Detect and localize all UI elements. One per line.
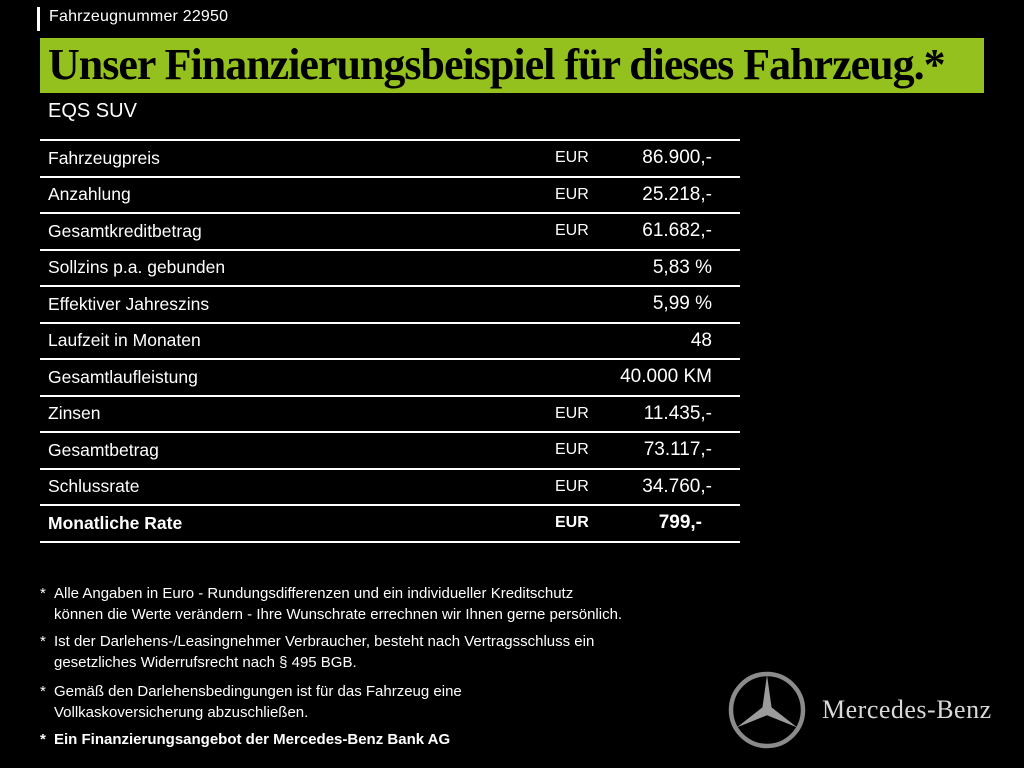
row-label: Fahrzeugpreis — [48, 147, 160, 168]
table-row: Fahrzeugpreis EUR 86.900,- — [40, 141, 740, 178]
table-row: Anzahlung EUR 25.218,- — [40, 178, 740, 214]
row-label: Monatliche Rate — [48, 512, 183, 533]
footnote: * Alle Angaben in Euro - Rundungsdiffere… — [40, 583, 730, 625]
brand-block: Mercedes-Benz — [726, 669, 992, 751]
row-currency: EUR — [555, 477, 589, 495]
vehicle-number: Fahrzeugnummer 22950 — [49, 8, 229, 25]
table-row: Laufzeit in Monaten 48 — [40, 324, 740, 360]
footnote-marker: * — [40, 633, 46, 650]
page-title: Unser Finanzierungsbeispiel für dieses F… — [48, 40, 946, 89]
row-currency: EUR — [555, 404, 589, 422]
footnote-marker: * — [40, 683, 46, 700]
row-label: Gesamtbetrag — [48, 439, 159, 460]
footnote-marker: * — [40, 731, 46, 748]
table-row-monthly-rate: Monatliche Rate EUR 799,- — [40, 506, 740, 543]
brand-name: Mercedes-Benz — [822, 695, 992, 724]
row-label: Gesamtlaufleistung — [48, 366, 198, 387]
table-row: Zinsen EUR 11.435,- — [40, 397, 740, 433]
footnote-text: Ein Finanzierungsangebot der Mercedes-Be… — [54, 731, 451, 748]
footnote-text: Gemäß den Darlehensbedingungen ist für d… — [54, 683, 462, 721]
model-name: EQS SUV — [48, 100, 137, 122]
footnote-bank-offer: * Ein Finanzierungsangebot der Mercedes-… — [40, 729, 730, 750]
top-left-tick — [37, 7, 40, 31]
table-row: Gesamtkreditbetrag EUR 61.682,- — [40, 214, 740, 251]
row-label: Schlussrate — [48, 476, 140, 497]
footnote: * Ist der Darlehens-/Leasingnehmer Verbr… — [40, 631, 730, 673]
row-value: 25.218,- — [642, 183, 712, 205]
row-currency: EUR — [555, 441, 589, 459]
row-label: Laufzeit in Monaten — [48, 330, 201, 351]
row-currency: EUR — [555, 514, 589, 532]
table-row: Effektiver Jahreszins 5,99 % — [40, 287, 740, 324]
row-value: 40.000 KM — [620, 366, 712, 388]
row-value: 73.117,- — [643, 439, 712, 461]
footnote-text: Alle Angaben in Euro - Rundungsdifferenz… — [54, 585, 623, 623]
mercedes-star-icon — [728, 671, 806, 749]
table-row: Schlussrate EUR 34.760,- — [40, 470, 740, 506]
row-value: 799,- — [658, 512, 702, 534]
footnote-text: Ist der Darlehens-/Leasingnehmer Verbrau… — [54, 633, 595, 671]
table-row: Gesamtlaufleistung 40.000 KM — [40, 360, 740, 397]
table-row: Sollzins p.a. gebunden 5,83 % — [40, 251, 740, 287]
row-currency: EUR — [555, 149, 589, 167]
footnote: * Gemäß den Darlehensbedingungen ist für… — [40, 681, 730, 723]
row-value: 5,83 % — [652, 256, 712, 278]
finance-table: Fahrzeugpreis EUR 86.900,- Anzahlung EUR… — [40, 139, 740, 543]
row-value: 34.760,- — [642, 475, 712, 497]
row-value: 48 — [690, 329, 712, 351]
table-row: Gesamtbetrag EUR 73.117,- — [40, 433, 740, 470]
row-value: 61.682,- — [642, 220, 712, 242]
row-currency: EUR — [555, 185, 589, 203]
row-value: 11.435,- — [643, 402, 712, 424]
row-currency: EUR — [555, 222, 589, 240]
footnotes: * Alle Angaben in Euro - Rundungsdiffere… — [40, 583, 730, 756]
row-label: Zinsen — [48, 403, 101, 424]
row-label: Gesamtkreditbetrag — [48, 220, 202, 241]
footnote-marker: * — [40, 585, 46, 602]
row-label: Effektiver Jahreszins — [48, 293, 210, 314]
title-banner: Unser Finanzierungsbeispiel für dieses F… — [40, 38, 984, 93]
row-label: Sollzins p.a. gebunden — [48, 257, 226, 278]
row-value: 86.900,- — [642, 147, 712, 169]
row-label: Anzahlung — [48, 184, 131, 205]
row-value: 5,99 % — [652, 293, 712, 315]
